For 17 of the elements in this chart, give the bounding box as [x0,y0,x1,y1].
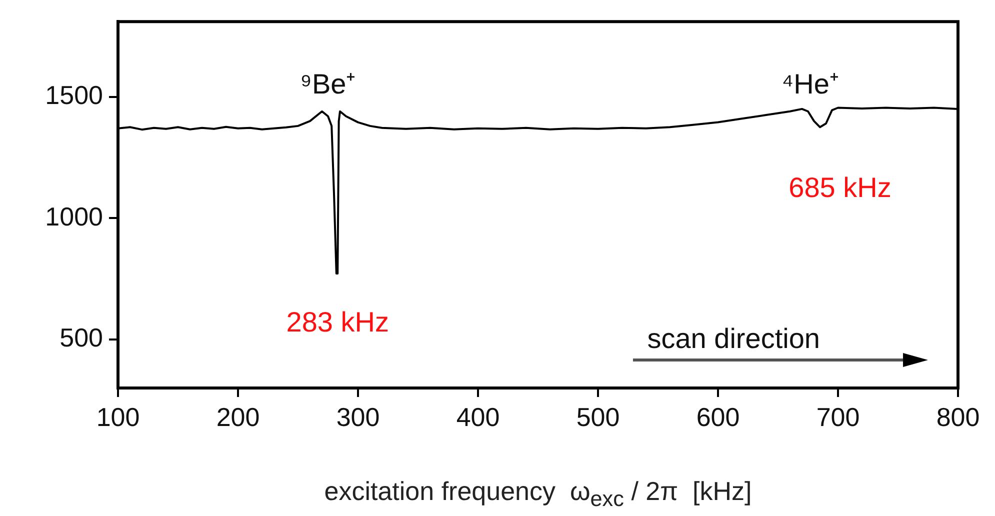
x-tick-label: 300 [336,402,380,432]
x-tick-label: 400 [456,402,500,432]
y-tick-label: 1500 [45,80,103,110]
annotation: 283 kHz [286,306,389,338]
annotation: 685 kHz [788,172,892,204]
x-tick-label: 800 [936,402,980,432]
x-axis-title: excitation frequency ω$_{exc}$ / 2π [kHz] [323,476,753,512]
annotation: ⁹Be⁺ [300,68,356,100]
x-tick-label: 700 [816,402,860,432]
annotation: ⁴He⁺ [782,68,838,100]
y-tick-label: 500 [60,322,103,353]
x-tick-label: 200 [216,402,260,432]
x-tick-label: 600 [696,402,740,432]
annotation: scan direction [647,323,820,354]
x-tick-label: 500 [576,402,620,432]
x-tick-label: 100 [96,402,140,432]
y-tick-label: 1000 [45,201,103,232]
